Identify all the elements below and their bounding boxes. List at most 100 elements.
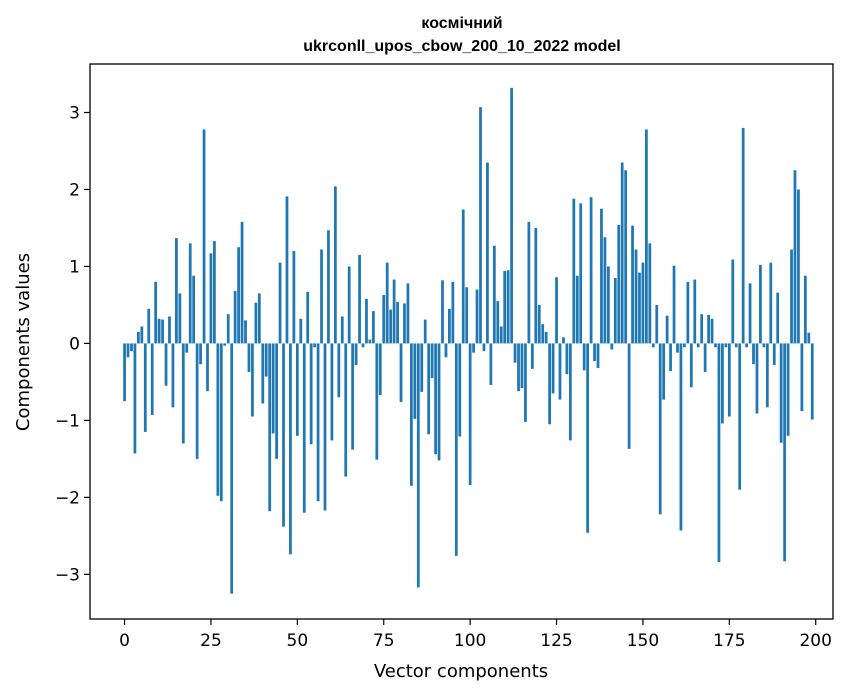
y-tick-label: 2: [69, 180, 80, 200]
bar: [143, 343, 147, 432]
chart-subtitle: ukrconll_upos_cbow_200_10_2022 model: [303, 38, 620, 55]
y-axis-label: Components values: [13, 253, 34, 431]
bar: [361, 343, 365, 348]
bar: [434, 343, 437, 455]
bar: [745, 343, 748, 348]
bar: [458, 343, 462, 437]
bar: [752, 343, 755, 365]
x-tick-label: 100: [454, 631, 486, 651]
bar: [320, 249, 323, 344]
bar: [689, 343, 693, 388]
bar: [627, 343, 631, 449]
bar: [555, 277, 558, 344]
bar: [613, 277, 617, 344]
bar: [803, 275, 807, 344]
bar: [558, 343, 562, 400]
bar: [499, 326, 503, 344]
bar: [634, 249, 638, 344]
bar: [237, 247, 240, 344]
bar: [123, 343, 126, 402]
bar: [233, 291, 237, 344]
bar: [150, 343, 154, 416]
bar: [161, 319, 164, 344]
bar: [765, 343, 769, 408]
bar: [230, 343, 234, 594]
bar: [700, 314, 704, 344]
x-tick-label: 200: [799, 631, 831, 651]
bar: [658, 343, 662, 515]
bar: [707, 314, 710, 344]
bar: [779, 343, 783, 443]
bar: [651, 343, 655, 348]
y-tick-label: −1: [55, 411, 80, 431]
x-tick-label: 125: [540, 631, 572, 651]
bar: [513, 343, 517, 363]
bar: [441, 280, 444, 344]
bar: [209, 253, 213, 344]
bar: [403, 303, 406, 344]
bar: [676, 343, 679, 353]
bar: [147, 308, 151, 344]
bar: [192, 275, 196, 344]
bar: [551, 343, 555, 394]
bar: [375, 343, 379, 460]
bar: [285, 196, 289, 344]
bar: [665, 315, 669, 344]
bar: [451, 281, 455, 344]
bar: [175, 237, 178, 344]
bar: [579, 203, 583, 344]
bar: [133, 343, 137, 454]
bar: [738, 343, 742, 490]
bar: [589, 197, 593, 344]
bar: [575, 275, 579, 344]
bar: [486, 162, 489, 344]
bar: [683, 343, 686, 348]
bar: [195, 343, 199, 459]
bar: [565, 343, 569, 375]
bar: [741, 127, 745, 344]
bar: [126, 343, 130, 358]
bar: [226, 314, 230, 344]
bar: [275, 343, 278, 459]
bar: [254, 302, 258, 344]
bar: [468, 343, 472, 486]
bar: [423, 319, 427, 344]
bar: [748, 283, 752, 344]
bar: [721, 343, 724, 424]
bar: [783, 343, 786, 562]
bar: [648, 243, 652, 344]
bar: [641, 262, 645, 344]
bar: [295, 343, 299, 436]
bar: [178, 293, 182, 344]
bar: [378, 343, 382, 395]
bar: [586, 343, 590, 533]
bar: [278, 262, 282, 344]
bar: [202, 129, 206, 344]
bar: [219, 343, 223, 502]
bar: [140, 326, 144, 344]
bar: [313, 343, 317, 348]
bar: [734, 343, 738, 348]
bar: [244, 320, 247, 344]
bar: [479, 107, 482, 344]
bar: [181, 343, 185, 444]
bars-group: [123, 87, 814, 594]
bar: [520, 343, 524, 389]
x-tick-label: 50: [287, 631, 309, 651]
bar: [268, 343, 272, 512]
y-tick-label: 0: [69, 334, 80, 354]
bar: [199, 343, 202, 365]
bar: [444, 343, 448, 358]
bar: [472, 343, 475, 353]
bar: [797, 189, 800, 344]
bar: [562, 337, 565, 344]
bar: [399, 343, 403, 402]
bar: [271, 343, 275, 434]
bar: [316, 343, 320, 502]
bar: [807, 332, 811, 344]
bar: [703, 343, 707, 372]
bar: [347, 266, 351, 344]
bar: [537, 304, 541, 344]
bar: [755, 343, 759, 414]
